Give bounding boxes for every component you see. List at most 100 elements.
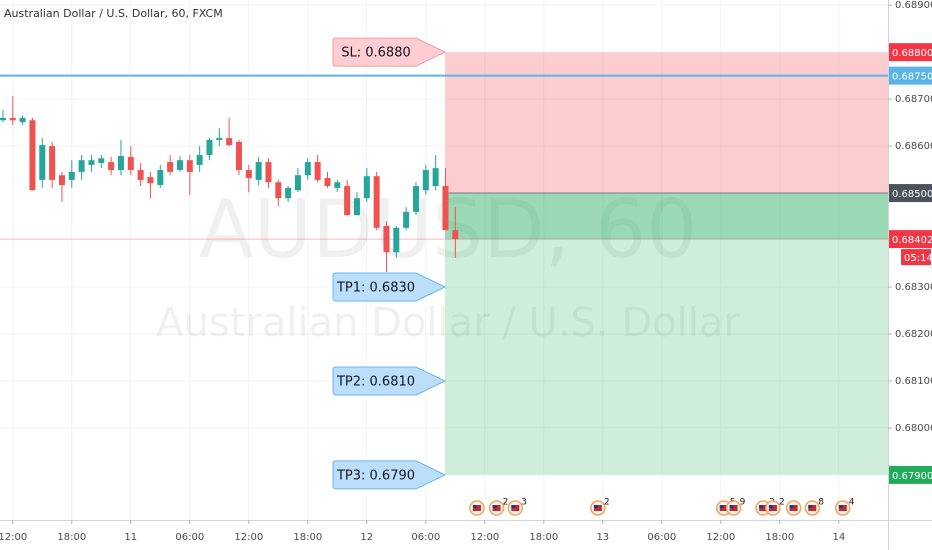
candle-body <box>363 176 370 199</box>
x-tick-label: 12 <box>360 532 373 543</box>
candle-body <box>176 160 183 171</box>
price-marker <box>889 66 932 85</box>
event-flag-canton <box>789 505 794 508</box>
event-count: 9 <box>740 498 746 508</box>
zones <box>444 52 888 475</box>
candle-body <box>422 170 429 191</box>
candle-body <box>344 186 351 216</box>
event-flag-canton <box>768 505 773 508</box>
candle-body <box>157 170 164 186</box>
candle-body <box>304 162 311 176</box>
x-tick-label: 18:00 <box>765 532 794 543</box>
candle-body <box>226 138 233 146</box>
open-profit-zone <box>444 193 888 240</box>
x-tick-label: 14 <box>832 532 845 543</box>
event-flag-canton <box>719 505 724 508</box>
candle-body <box>294 175 301 191</box>
event-flag-canton <box>808 505 813 508</box>
price-marker-label: 0.68800 <box>892 48 932 59</box>
candle-body <box>432 168 439 187</box>
callout-label: TP3: 0.6790 <box>336 468 415 483</box>
candle-body <box>383 225 390 253</box>
event-flag-canton <box>593 505 598 508</box>
price-marker <box>889 184 932 203</box>
event-count: 2 <box>779 498 785 508</box>
event-flag-canton <box>492 505 497 508</box>
x-tick-label: 13 <box>596 532 609 543</box>
price-marker-label: 0.68500 <box>892 189 932 200</box>
candle-body <box>78 160 85 172</box>
event-flag-canton <box>729 505 734 508</box>
x-tick-label: 06:00 <box>175 532 204 543</box>
price-marker-label: 0.68402 <box>892 235 932 246</box>
watermark-subtitle: Australian Dollar / U.S. Dollar <box>156 300 740 346</box>
candle-body <box>49 146 56 180</box>
candle-body <box>117 155 124 171</box>
candle-body <box>334 182 341 188</box>
price-marker-label: 0.67900 <box>892 471 932 482</box>
x-tick-label: 06:00 <box>647 532 676 543</box>
x-tick-label: 12:00 <box>470 532 499 543</box>
event-count: 2 <box>503 498 509 508</box>
event-flag-canton <box>838 505 843 508</box>
candle-body <box>285 187 292 199</box>
candle-body <box>68 171 75 180</box>
price-marker <box>889 465 932 484</box>
candle-body <box>275 182 282 199</box>
x-tick-label: 18:00 <box>529 532 558 543</box>
countdown-label: 05:14 <box>904 253 932 264</box>
price-marker <box>889 43 932 62</box>
event-count: 3 <box>521 498 527 508</box>
overlay: SL: 0.6880 TP1: 0.6830 TP2: 0.6810 TP3: 0.6… <box>332 37 855 516</box>
candle-body <box>314 162 321 180</box>
candle-body <box>235 141 242 171</box>
candle-body <box>353 198 360 216</box>
callout-box <box>332 272 447 302</box>
x-tick-label: 18:00 <box>293 532 322 543</box>
candle-body <box>39 145 46 180</box>
x-tick-label: 12:00 <box>0 532 27 543</box>
candle-body <box>88 160 95 165</box>
candle-body <box>412 186 419 212</box>
event-flag-canton <box>472 505 477 508</box>
candle-body <box>255 162 262 180</box>
candle-body <box>147 177 154 184</box>
candle-body <box>19 117 26 123</box>
candle-body <box>98 158 105 163</box>
candle-body <box>0 117 6 121</box>
candle-body <box>245 170 252 179</box>
candle-body <box>137 170 144 180</box>
candle-body <box>9 117 16 121</box>
countdown-box <box>901 249 931 266</box>
candle-body <box>373 176 380 228</box>
candle-body <box>58 175 65 186</box>
price-marker-label: 0.68750 <box>892 72 932 83</box>
event-count: 8 <box>818 498 824 508</box>
grid <box>0 0 888 520</box>
callout-label: SL: 0.6880 <box>341 46 411 61</box>
candle-body <box>206 139 213 156</box>
callout-box <box>332 460 447 490</box>
stop-zone <box>444 52 888 194</box>
candle-body <box>216 138 223 140</box>
candle-body <box>108 162 115 171</box>
event-count: 2 <box>604 498 610 508</box>
candle-body <box>167 162 174 172</box>
x-tick-label: 12:00 <box>234 532 263 543</box>
callout-label: TP2: 0.6810 <box>336 374 415 389</box>
x-tick-label: 06:00 <box>411 532 440 543</box>
x-tick-label: 12:00 <box>706 532 735 543</box>
event-count: 4 <box>849 498 855 508</box>
candle-body <box>452 230 459 240</box>
candle-body <box>442 186 449 231</box>
price-marker <box>889 230 932 249</box>
